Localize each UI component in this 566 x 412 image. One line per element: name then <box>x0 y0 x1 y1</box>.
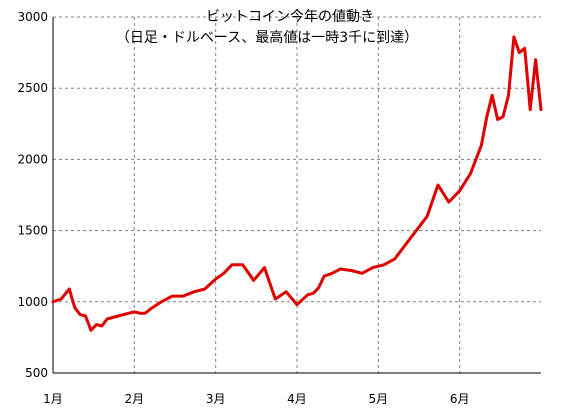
y-tick-label: 1500 <box>17 224 48 238</box>
grid-layer <box>53 16 541 373</box>
y-tick-label: 3000 <box>17 10 48 24</box>
x-tick-labels: 1月 2月 3月 4月 5月 6月 <box>43 392 469 406</box>
series-layer <box>51 35 543 332</box>
x-tick-label: 3月 <box>206 392 226 406</box>
chart-subtitle: （日足・ドルベース、最高値は一時3千に到達） <box>116 29 418 46</box>
x-tick-label: 4月 <box>287 392 307 406</box>
x-tick-label: 1月 <box>43 392 63 406</box>
y-tick-label: 1000 <box>17 295 48 309</box>
y-tick-labels: 500 1000 1500 2000 2500 3000 <box>17 10 48 380</box>
y-tick-label: 2500 <box>17 81 48 95</box>
x-tick-label: 6月 <box>450 392 470 406</box>
x-tick-label: 2月 <box>125 392 145 406</box>
axis-layer <box>52 17 541 374</box>
price-line <box>51 35 543 332</box>
y-tick-label: 500 <box>25 366 48 380</box>
x-tick-label: 5月 <box>369 392 389 406</box>
y-tick-label: 2000 <box>17 152 48 166</box>
chart-title: ビットコイン今年の値動き <box>206 9 374 25</box>
